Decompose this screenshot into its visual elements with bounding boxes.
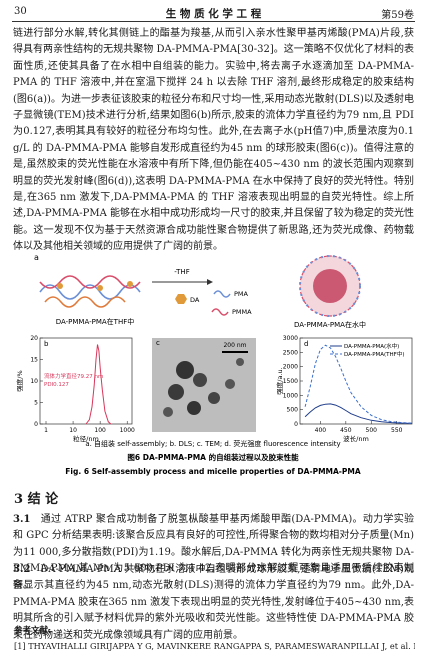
y-tick-label: 15 bbox=[30, 357, 38, 364]
panel-a-right-caption: DA-PMMA-PMA在水中 bbox=[294, 320, 366, 329]
y-tick-label: 10 bbox=[30, 378, 38, 385]
item: 3.1 通过 ATRP 聚合成功制备了脱氢枞酸基甲基丙烯酸甲酯(DA-PMMA)… bbox=[13, 512, 414, 594]
journal-title: 生 物 质 化 学 工 程 bbox=[165, 8, 262, 20]
annotation: PDI0.127 bbox=[44, 382, 69, 388]
y-tick-label: 1000 bbox=[283, 392, 298, 399]
item-text: DA-PMMA-PMA 共聚物在水溶液中自组装形成球形胶束,透射电子显微镜(TE… bbox=[13, 564, 414, 641]
y-tick-label: 2500 bbox=[283, 349, 298, 356]
item-text: 通过 ATRP 聚合成功制备了脱氢枞酸基甲基丙烯酸甲酯(DA-PMMA)。动力学… bbox=[13, 514, 414, 591]
item-number: 3.1 bbox=[13, 514, 31, 525]
micelle bbox=[299, 255, 361, 317]
panel-label: c bbox=[156, 339, 160, 347]
subcaption: a. 自组装 self-assembly; b. DLS; c. TEM; d.… bbox=[85, 439, 340, 448]
section-heading: 3 结 论 bbox=[14, 492, 59, 507]
page-number: 30 bbox=[14, 6, 27, 17]
y-tick-label: 20 bbox=[30, 335, 38, 342]
x-tick-label: 1000 bbox=[120, 427, 135, 434]
references-heading: 参考文献: bbox=[14, 626, 52, 636]
x-tick-label: 400 bbox=[315, 427, 327, 434]
y-tick-label: 2000 bbox=[283, 364, 298, 371]
x-tick-label: 550 bbox=[391, 427, 403, 434]
paragraph: 链进行部分水解,转化其侧链上的酯基为羧基,从而引入亲水性聚甲基丙烯酸(PMA)片… bbox=[13, 28, 414, 253]
caption-cn: 图6 DA-PMMA-PMA 的自组装过程以及胶束性能 bbox=[127, 452, 299, 462]
y-tick-label: 3000 bbox=[283, 335, 298, 342]
da-icon bbox=[175, 294, 187, 304]
y-tick-label: 0 bbox=[294, 421, 298, 428]
x-tick-label: 450 bbox=[340, 427, 352, 434]
tem-image bbox=[152, 338, 256, 432]
figure: a DA-PMMA-PMA在THF中 -THF DA PMA PMMA DA-P… bbox=[15, 253, 413, 476]
panel-label: d bbox=[304, 340, 308, 348]
header-rule bbox=[12, 21, 415, 22]
part-label: DA bbox=[190, 296, 200, 304]
y-tick-label: 500 bbox=[287, 407, 299, 414]
plot-frame bbox=[39, 337, 133, 425]
plot-frame bbox=[299, 337, 413, 425]
pma-icon bbox=[213, 290, 231, 298]
x-tick-label: 100 bbox=[94, 427, 106, 434]
panel-a-left-caption: DA-PMMA-PMA在THF中 bbox=[56, 317, 135, 326]
annotation: 流体力学直径79.27 nm bbox=[44, 372, 103, 380]
series-line bbox=[304, 344, 413, 424]
y-tick-label: 0 bbox=[34, 421, 38, 428]
legend-label: DA-PMMA-PMA(水中) bbox=[344, 342, 399, 350]
x-tick-label: 1 bbox=[44, 427, 48, 434]
item-number: 3.2 bbox=[13, 564, 31, 575]
y-tick-label: 1500 bbox=[283, 378, 298, 385]
panel-label: b bbox=[44, 340, 49, 348]
part-label: PMMA bbox=[232, 308, 252, 316]
series-line bbox=[304, 403, 413, 424]
polymer-chains bbox=[39, 275, 141, 308]
y-axis-label: 强度/a.u. bbox=[275, 367, 284, 394]
y-axis-label: 强度/% bbox=[15, 370, 24, 391]
legend-label: DA-PMMA-PMA(THF中) bbox=[344, 350, 404, 358]
x-axis-label: 波长/nm bbox=[343, 434, 369, 443]
series-line bbox=[85, 344, 112, 425]
panel-label: a bbox=[34, 253, 39, 262]
pmma-icon bbox=[211, 308, 229, 316]
reference: [1] THYAVIHALLI GIRIJAPPA Y G, MAVINKERE… bbox=[14, 641, 415, 651]
arrow-label: -THF bbox=[174, 268, 189, 276]
volume: 第59卷 bbox=[381, 10, 414, 21]
scale-bar-label: 200 nm bbox=[223, 342, 246, 349]
item: 3.2 DA-PMMA-PMA 共聚物在水溶液中自组装形成球形胶束,透射电子显微… bbox=[13, 562, 414, 644]
x-axis-label: 粒径/nm bbox=[73, 434, 99, 443]
x-tick-label: 500 bbox=[366, 427, 378, 434]
x-tick-label: 10 bbox=[69, 427, 77, 434]
caption-en: Fig. 6 Self-assembly process and micelle… bbox=[65, 467, 361, 476]
y-tick-label: 5 bbox=[34, 400, 38, 407]
part-label: PMA bbox=[234, 290, 249, 298]
